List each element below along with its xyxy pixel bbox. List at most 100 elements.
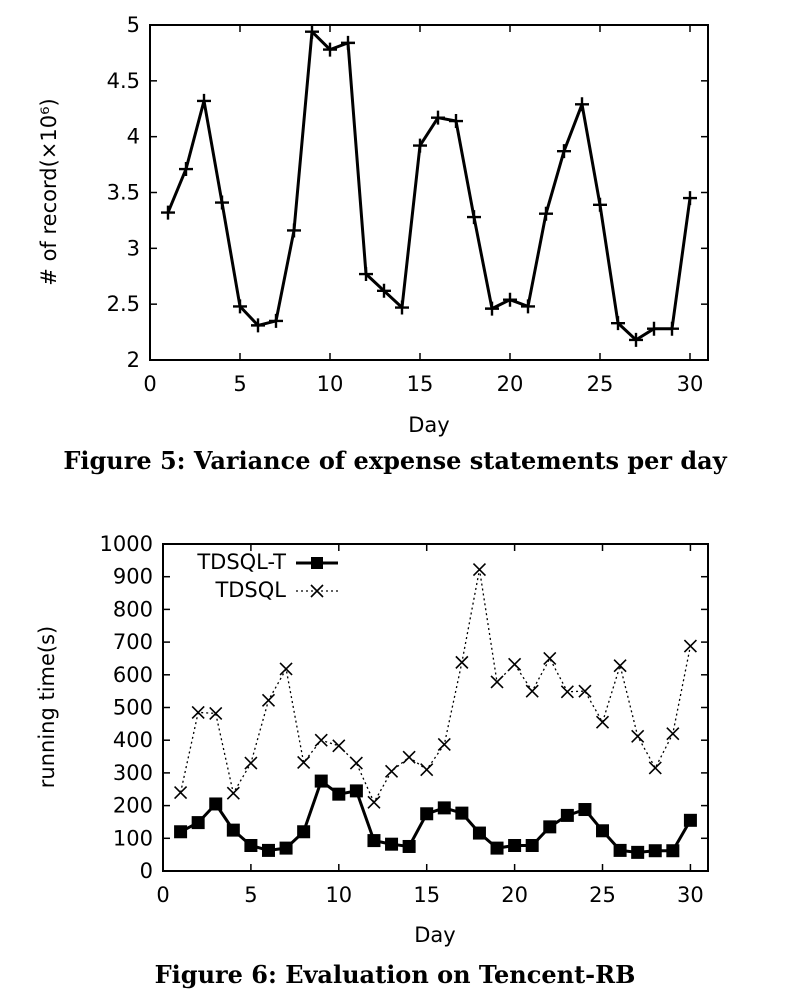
data-point — [508, 838, 522, 852]
data-point — [174, 825, 188, 839]
series-line-tdsql — [179, 569, 692, 804]
data-point — [631, 845, 645, 859]
data-point — [613, 843, 627, 857]
figure-6-caption: Figure 6: Evaluation on Tencent-RB — [155, 960, 636, 989]
data-point — [666, 727, 680, 741]
data-point — [323, 42, 337, 57]
y-tick-label: 800 — [113, 597, 153, 621]
data-point — [472, 826, 486, 840]
data-point — [332, 739, 346, 753]
data-point — [279, 841, 293, 855]
y-tick-label: 0 — [140, 859, 153, 883]
data-point — [209, 706, 223, 720]
x-tick-label: 30 — [677, 372, 704, 396]
y-tick-labels-fig6: 0 100 200 300 400 500 600 700 800 900 1000 — [100, 532, 153, 883]
legend-marker-tdsql — [310, 584, 324, 598]
data-point — [575, 97, 589, 112]
y-tick-label: 200 — [113, 794, 153, 818]
tick-marks-fig6 — [162, 543, 708, 872]
data-point — [525, 838, 539, 852]
x-tick-label: 0 — [156, 883, 169, 907]
y-tick-label: 900 — [113, 565, 153, 589]
y-tick-label: 4.5 — [107, 69, 140, 93]
data-point — [367, 795, 381, 809]
y-tick-label: 600 — [113, 663, 153, 687]
figure-5: 2 2.5 3 3.5 4 4.5 5 0 5 10 15 20 25 30 Day # of reco… — [37, 13, 728, 475]
data-point — [613, 659, 627, 673]
x-tick-label: 15 — [407, 372, 434, 396]
data-point — [269, 313, 283, 328]
data-point — [233, 299, 247, 314]
data-point — [503, 292, 517, 307]
x-tick-label: 10 — [325, 883, 352, 907]
data-point — [611, 316, 625, 331]
series-line-records — [166, 30, 692, 342]
legend-label-tdsql: TDSQL — [214, 578, 286, 602]
data-point — [161, 205, 175, 220]
x-axis-label-fig6: Day — [414, 923, 455, 947]
data-point — [578, 803, 592, 817]
data-point — [543, 820, 557, 834]
data-point — [174, 785, 188, 800]
series-group-fig6 — [174, 562, 697, 859]
data-point — [395, 300, 409, 315]
y-tick-labels-fig5: 2 2.5 3 3.5 4 4.5 5 — [107, 13, 140, 372]
data-point — [341, 35, 355, 50]
x-tick-label: 5 — [244, 883, 257, 907]
data-point — [367, 834, 381, 848]
data-point — [593, 197, 607, 212]
data-point — [297, 825, 311, 839]
y-tick-label: 400 — [113, 728, 153, 752]
data-point — [420, 807, 434, 821]
legend-marker-tdsql-t — [311, 557, 323, 569]
data-point — [467, 210, 481, 225]
data-point — [525, 684, 539, 698]
data-point — [349, 784, 363, 798]
x-tick-label: 30 — [677, 883, 704, 907]
data-point — [261, 693, 276, 707]
data-point — [385, 837, 399, 851]
data-point — [191, 705, 205, 719]
data-point — [490, 675, 504, 689]
data-point — [683, 813, 697, 827]
data-point — [297, 755, 311, 770]
series-group-fig5 — [161, 24, 697, 347]
data-point — [332, 787, 346, 801]
data-point — [244, 838, 258, 852]
data-point — [455, 655, 469, 669]
data-point — [665, 321, 679, 336]
data-point — [226, 786, 240, 800]
y-tick-label: 3 — [127, 236, 140, 260]
y-tick-label: 2 — [127, 348, 140, 372]
data-point — [629, 332, 643, 347]
x-tick-labels-fig5: 0 5 10 15 20 25 30 — [143, 372, 703, 396]
y-tick-label: 2.5 — [107, 292, 140, 316]
data-point — [402, 750, 416, 764]
data-point — [560, 685, 574, 699]
data-point — [287, 223, 301, 238]
data-point — [305, 24, 319, 39]
data-point — [251, 318, 265, 333]
data-point — [647, 321, 661, 336]
data-point — [244, 756, 258, 770]
y-axis-label-fig5: # of record(×10⁶) — [37, 98, 61, 285]
data-point — [437, 737, 451, 752]
data-point — [377, 283, 391, 298]
data-point — [683, 191, 697, 206]
x-tick-label: 20 — [497, 372, 524, 396]
x-tick-labels-fig6: 0 5 10 15 20 25 30 — [156, 883, 703, 907]
data-point — [420, 763, 434, 777]
data-point — [543, 651, 557, 666]
data-point — [279, 662, 293, 676]
data-point — [648, 761, 662, 775]
data-point — [557, 144, 571, 159]
data-point — [191, 816, 205, 830]
data-point — [508, 657, 522, 671]
legend-fig6: TDSQL-T TDSQL — [196, 550, 338, 602]
figure-5-caption: Figure 5: Variance of expense statements… — [63, 446, 727, 475]
data-point — [314, 774, 328, 788]
data-point — [197, 93, 211, 108]
data-point — [485, 301, 499, 316]
data-point — [578, 684, 592, 698]
